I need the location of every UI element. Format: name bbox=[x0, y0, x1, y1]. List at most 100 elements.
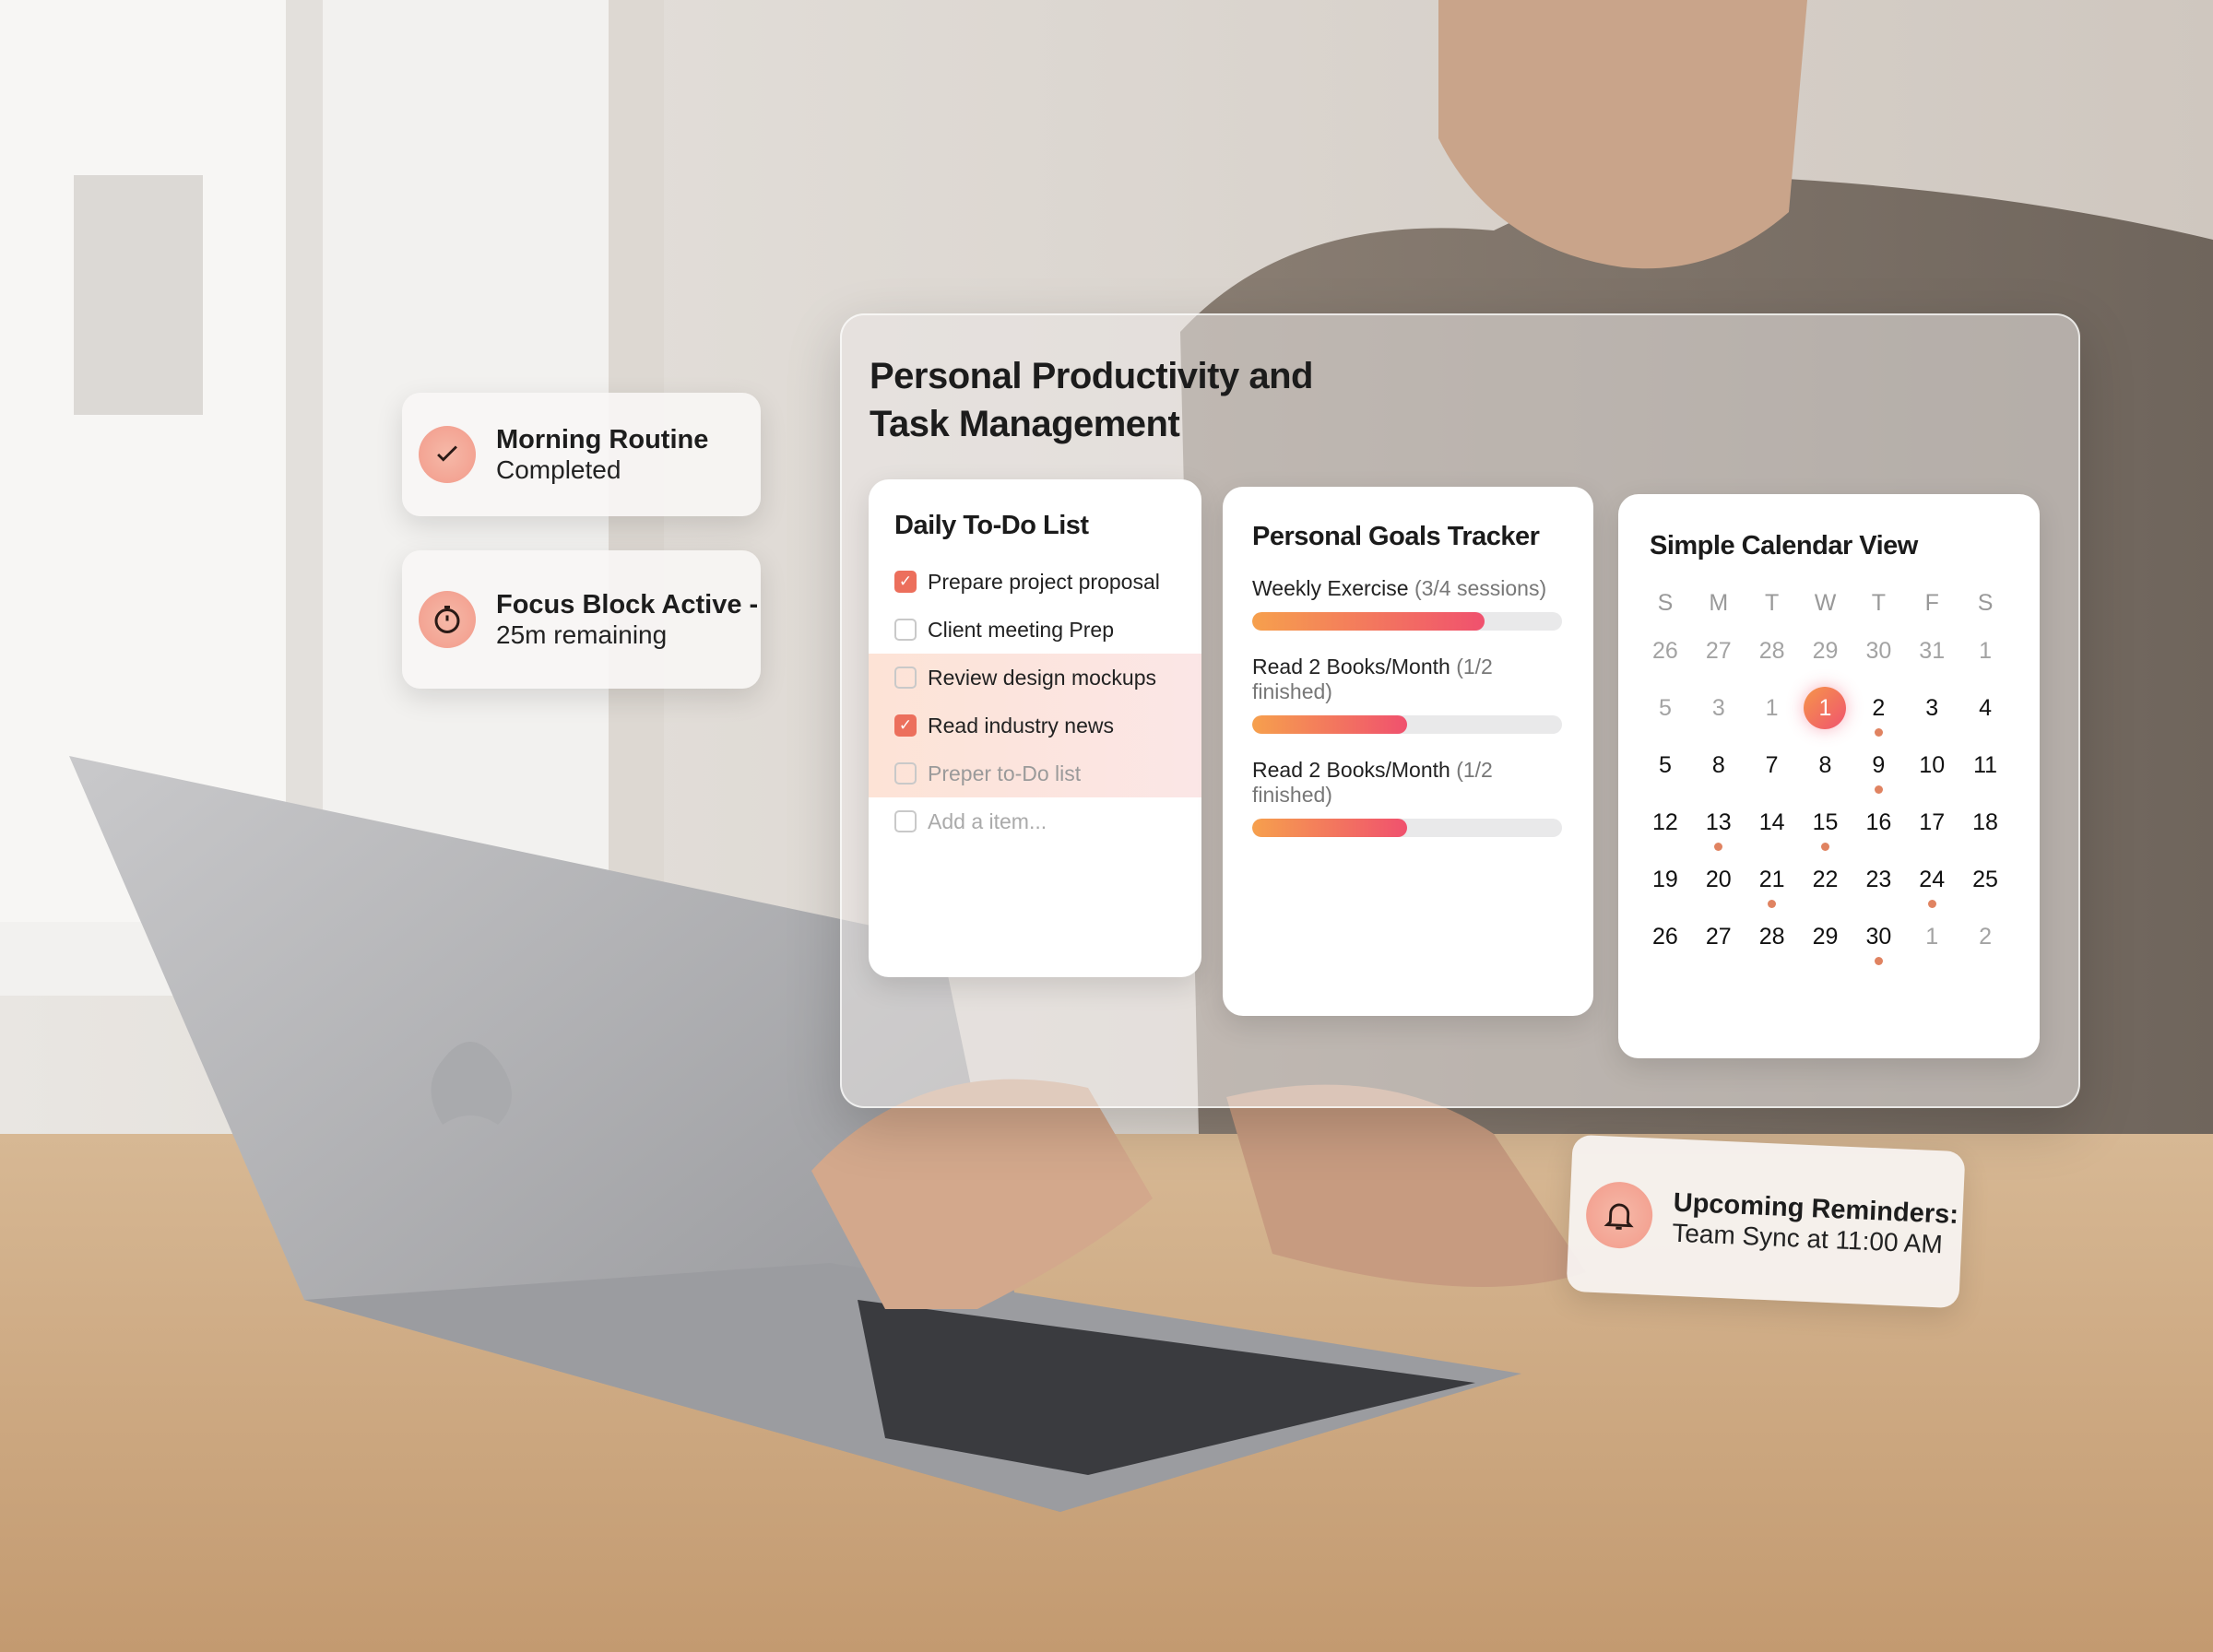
checkbox-icon[interactable] bbox=[894, 667, 917, 689]
calendar-day[interactable]: 7 bbox=[1765, 752, 1779, 778]
calendar-day[interactable]: 1 bbox=[1979, 638, 1993, 664]
goal-item: Read 2 Books/Month (1/2 finished) bbox=[1252, 655, 1562, 734]
todo-item-label: Prepare project proposal bbox=[928, 569, 1160, 594]
bell-icon bbox=[1584, 1180, 1654, 1250]
calendar-day[interactable]: 25 bbox=[1972, 867, 1998, 892]
page-title: Personal Productivity and Task Managemen… bbox=[870, 356, 1313, 444]
goal-progress-fill bbox=[1252, 612, 1485, 631]
add-item-input[interactable]: Add a item... bbox=[869, 797, 1201, 845]
calendar-day[interactable]: 28 bbox=[1758, 638, 1785, 664]
calendar-day[interactable]: 20 bbox=[1705, 867, 1732, 892]
event-dot bbox=[1714, 843, 1723, 851]
goal-detail: (1/2 finished) bbox=[1252, 758, 1493, 807]
todo-item-label: Preper to-Do list bbox=[928, 761, 1082, 785]
goal-name: Read 2 Books/Month bbox=[1252, 655, 1450, 678]
goals-card: Personal Goals Tracker Weekly Exercise (… bbox=[1223, 487, 1593, 1016]
calendar-day[interactable]: 31 bbox=[1919, 638, 1946, 664]
goal-progress-fill bbox=[1252, 819, 1407, 837]
calendar-day[interactable]: 18 bbox=[1972, 809, 1998, 835]
todo-item[interactable]: ✓ Prepare project proposal bbox=[869, 558, 1201, 606]
goal-item: Read 2 Books/Month (1/2 finished) bbox=[1252, 758, 1562, 837]
checkbox-icon[interactable]: ✓ bbox=[894, 571, 917, 593]
weekday-label: W bbox=[1814, 590, 1837, 616]
checkbox-icon bbox=[894, 810, 917, 832]
event-dot bbox=[1874, 957, 1883, 965]
todo-item[interactable]: ✓ Read industry news bbox=[869, 702, 1201, 749]
goals-title: Personal Goals Tracker bbox=[1252, 522, 1540, 551]
calendar-day[interactable]: 3 bbox=[1925, 695, 1939, 721]
calendar-day[interactable]: 8 bbox=[1711, 752, 1725, 778]
focus-block-toast: Focus Block Active -25m remaining bbox=[402, 550, 761, 689]
stopwatch-icon bbox=[419, 591, 476, 648]
todo-item[interactable]: Review design mockups bbox=[869, 654, 1201, 702]
event-dot bbox=[1820, 843, 1829, 851]
calendar-day[interactable]: 30 bbox=[1865, 638, 1892, 664]
event-dot bbox=[1874, 728, 1883, 737]
calendar-day[interactable]: 26 bbox=[1652, 924, 1678, 950]
calendar-day[interactable]: 27 bbox=[1705, 638, 1732, 664]
todo-item-label: Read industry news bbox=[928, 713, 1114, 738]
calendar-day-today[interactable]: 1 bbox=[1799, 687, 1852, 733]
calendar-grid: S M T W T F S 26 27 28 29 30 31 1 5 3 1 1 2 3 4 5 8 7 8 9 10 11 12 13… bbox=[1639, 582, 2012, 965]
calendar-day[interactable]: 27 bbox=[1705, 924, 1732, 950]
calendar-title: Simple Calendar View bbox=[1650, 531, 1918, 560]
calendar-day[interactable]: 17 bbox=[1919, 809, 1946, 835]
weekday-label: F bbox=[1924, 590, 1939, 616]
checkbox-icon[interactable] bbox=[894, 619, 917, 641]
goal-progress-bar bbox=[1252, 715, 1562, 734]
calendar-day[interactable]: 1 bbox=[1925, 924, 1939, 950]
calendar-day[interactable]: 4 bbox=[1979, 695, 1993, 721]
goal-name: Read 2 Books/Month bbox=[1252, 758, 1450, 782]
calendar-day[interactable]: 26 bbox=[1652, 638, 1678, 664]
calendar-day[interactable]: 28 bbox=[1758, 924, 1785, 950]
event-dot bbox=[1874, 785, 1883, 794]
calendar-day[interactable]: 29 bbox=[1812, 924, 1839, 950]
calendar-day[interactable]: 14 bbox=[1758, 809, 1785, 835]
calendar-day[interactable]: 30 bbox=[1852, 915, 1905, 965]
calendar-day[interactable]: 13 bbox=[1692, 801, 1746, 851]
calendar-day[interactable]: 21 bbox=[1746, 858, 1799, 908]
calendar-day[interactable]: 1 bbox=[1765, 695, 1779, 721]
weekday-label: M bbox=[1709, 590, 1729, 616]
calendar-day[interactable]: 15 bbox=[1799, 801, 1852, 851]
goal-progress-fill bbox=[1252, 715, 1407, 734]
reminder-toast: Upcoming Reminders: Team Sync at 11:00 AM bbox=[1566, 1134, 1966, 1309]
weekday-label: T bbox=[1764, 590, 1780, 616]
calendar-day[interactable]: 5 bbox=[1658, 695, 1672, 721]
calendar-card: Simple Calendar View S M T W T F S 26 27 28 29 30 31… bbox=[1618, 494, 2040, 1058]
weekday-label: S bbox=[1977, 590, 1994, 616]
todo-title: Daily To-Do List bbox=[894, 511, 1089, 540]
calendar-day[interactable]: 3 bbox=[1711, 695, 1725, 721]
goal-progress-bar bbox=[1252, 819, 1562, 837]
todo-card: Daily To-Do List ✓ Prepare project propos… bbox=[869, 479, 1201, 977]
todo-item[interactable]: Client meeting Prep bbox=[869, 606, 1201, 654]
todo-item-label: Client meeting Prep bbox=[928, 617, 1114, 642]
calendar-day[interactable]: 19 bbox=[1652, 867, 1678, 892]
weekday-label: S bbox=[1657, 590, 1674, 616]
calendar-day[interactable]: 8 bbox=[1818, 752, 1832, 778]
goal-item: Weekly Exercise (3/4 sessions) bbox=[1252, 576, 1562, 631]
calendar-day[interactable]: 2 bbox=[1979, 924, 1993, 950]
checkbox-icon[interactable]: ✓ bbox=[894, 714, 917, 737]
goal-name: Weekly Exercise bbox=[1252, 576, 1409, 600]
weekday-label: T bbox=[1871, 590, 1886, 616]
calendar-day[interactable]: 23 bbox=[1865, 867, 1892, 892]
calendar-day[interactable]: 10 bbox=[1919, 752, 1946, 778]
event-dot bbox=[1768, 900, 1777, 908]
event-dot bbox=[1927, 900, 1936, 908]
goal-detail: (3/4 sessions) bbox=[1414, 576, 1547, 600]
morning-routine-toast: Morning Routine Completed bbox=[402, 393, 761, 516]
calendar-day[interactable]: 29 bbox=[1812, 638, 1839, 664]
calendar-day[interactable]: 22 bbox=[1812, 867, 1839, 892]
calendar-day[interactable]: 9 bbox=[1852, 744, 1905, 794]
calendar-day[interactable]: 5 bbox=[1658, 752, 1672, 778]
check-icon bbox=[419, 426, 476, 483]
calendar-day[interactable]: 12 bbox=[1652, 809, 1678, 835]
calendar-day[interactable]: 2 bbox=[1852, 687, 1905, 737]
todo-item[interactable]: Preper to-Do list bbox=[869, 749, 1201, 797]
calendar-day[interactable]: 16 bbox=[1865, 809, 1892, 835]
goal-progress-bar bbox=[1252, 612, 1562, 631]
checkbox-icon[interactable] bbox=[894, 762, 917, 785]
calendar-day[interactable]: 24 bbox=[1905, 858, 1959, 908]
calendar-day[interactable]: 11 bbox=[1973, 752, 1998, 778]
